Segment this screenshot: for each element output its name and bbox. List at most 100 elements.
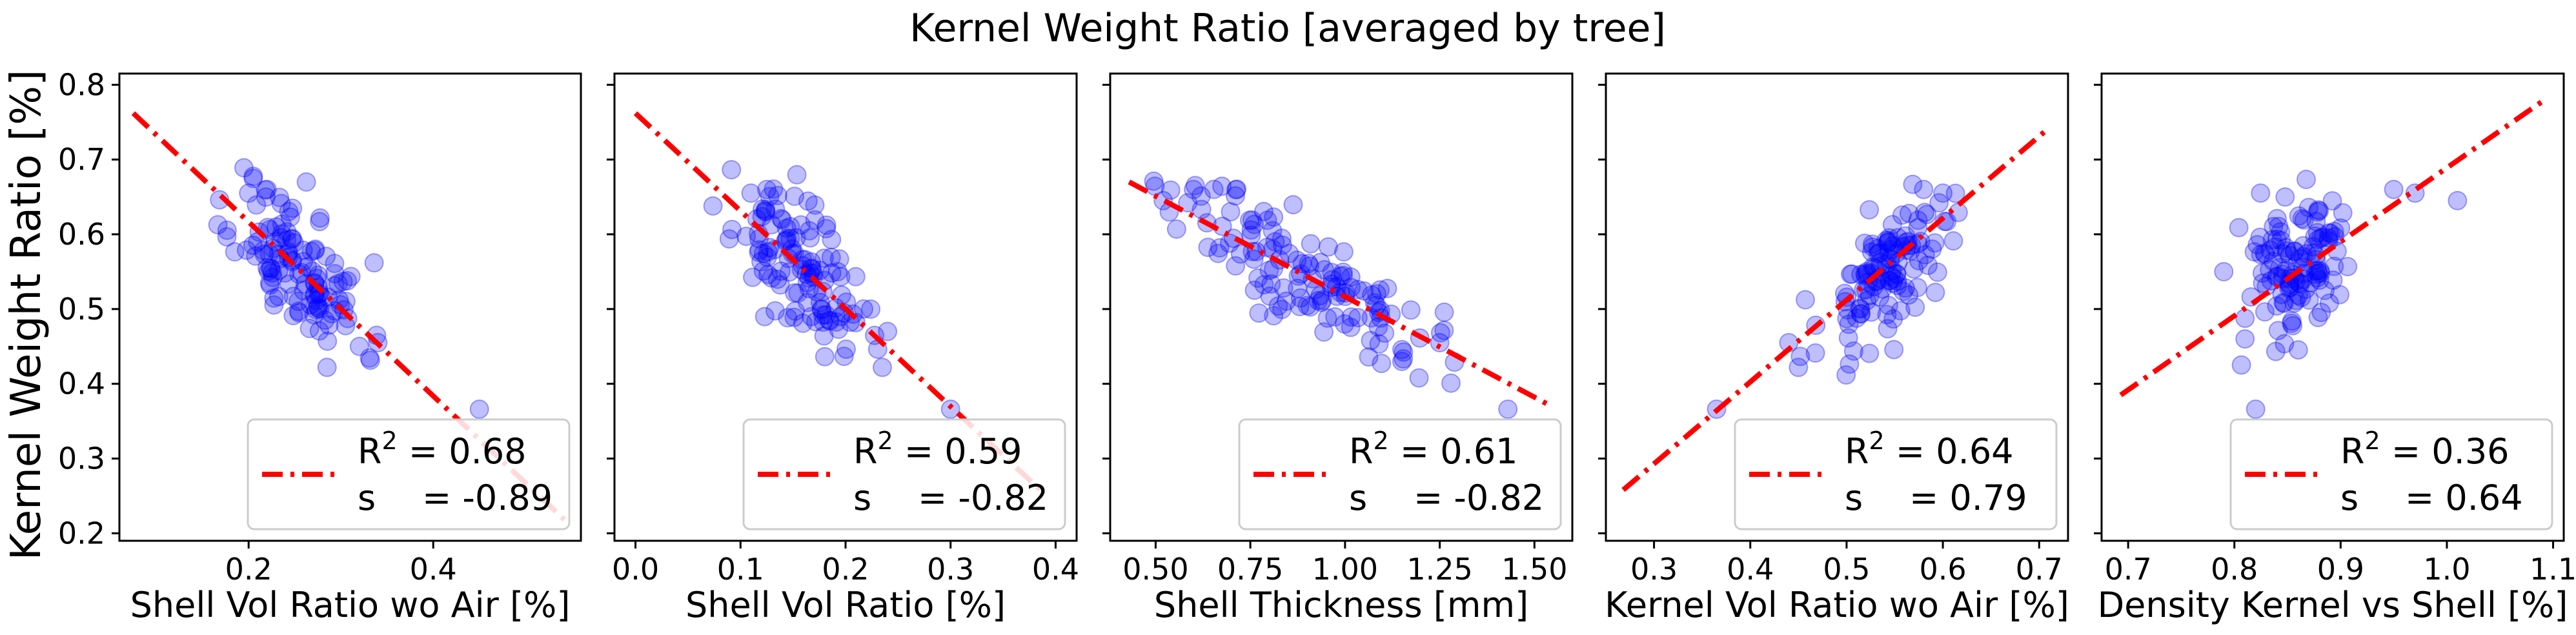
scatter-point [1272,299,1292,319]
scatter-point [282,228,302,248]
scatter-point [2306,265,2326,285]
scatter-point [1908,218,1928,237]
scatter-point [310,283,330,303]
scatter-point [1796,290,1815,310]
scatter-point [1878,319,1898,339]
scatter-point [1370,280,1390,300]
scatter-point [770,275,790,295]
scatter-point [260,258,280,278]
scatter-point [2325,227,2345,247]
scatter-point [1372,354,1392,374]
scatter-point [283,287,303,307]
scatter-point [1185,176,1205,196]
scatter-point [1248,268,1268,288]
scatter-point [1892,205,1912,225]
scatter-point [1361,330,1381,350]
scatter-point [1297,296,1317,316]
scatter-point [294,281,314,301]
x-axis-label: Shell Thickness [mm] [1154,585,1528,625]
scatter-point [2323,270,2343,290]
scatter-point [1299,254,1319,274]
scatter-point [1227,179,1247,199]
scatter-point [2289,206,2309,226]
scatter-point [779,262,799,282]
scatter-point [813,305,833,325]
scatter-point [247,195,267,215]
axes-frame [2100,72,2565,542]
scatter-point [758,242,778,262]
scatter-point [780,217,800,237]
scatter-point [743,267,762,287]
scatter-point [1805,343,1825,363]
axes-frame [1605,72,2069,542]
scatter-point [1277,291,1296,311]
scatter-point [2303,237,2323,257]
scatter-point [1221,202,1241,222]
x-axis-label: Kernel Vol Ratio wo Air [%] [1605,585,2069,625]
scatter-point [1868,239,1888,259]
scatter-point [1308,290,1328,310]
scatter-point [798,292,817,312]
scatter-point [816,305,836,325]
scatter-point [236,240,256,260]
legend: R2 = 0.36 s = 0.64 [2229,418,2553,530]
y-tick-label: 0.5 [58,292,105,327]
scatter-point [325,276,345,296]
scatter-point [802,307,821,327]
y-tick-label: 0.4 [58,367,105,401]
scatter-point [1354,281,1374,301]
scatter-point [1851,265,1871,285]
scatter-point [2283,316,2303,336]
scatter-point [1279,243,1299,263]
scatter-point [1868,244,1888,264]
scatter-point [2275,334,2295,354]
x-axis-label: Shell Vol Ratio wo Air [%] [130,585,571,625]
scatter-point [2284,241,2304,261]
scatter-point [2322,191,2342,211]
scatter-point [1430,323,1450,343]
scatter-point [1392,352,1412,371]
scatter-point [310,299,330,319]
scatter-point [777,228,797,248]
scatter-point [2251,245,2271,265]
scatter-point [2262,230,2282,250]
scatter-point [1144,171,1164,191]
scatter-point [1392,339,1412,359]
scatter-point [1223,228,1243,248]
scatter-point [1335,314,1355,334]
scatter-point [1860,200,1880,220]
scatter-point [755,307,775,327]
scatter-point [259,273,279,293]
scatter-point [364,253,384,273]
scatter-point [1837,308,1857,328]
scatter-point [1878,232,1898,252]
scatter-point [258,217,278,237]
scatter-point [2255,245,2275,265]
scatter-point [1790,347,1810,367]
scatter-point [310,212,330,232]
scatter-point [756,202,776,222]
scatter-point [1319,237,1338,257]
scatter-point [2319,293,2339,313]
scatter-point [1876,230,1896,250]
scatter-point [1210,238,1230,257]
scatter-point [757,179,776,199]
scatter-point [1836,365,1856,385]
scatter-point [2284,293,2304,313]
scatter-point [1273,278,1293,298]
scatter-point [1840,354,1860,374]
scatter-point [239,183,259,203]
y-tick-label: 0.7 [58,142,105,177]
scatter-point [2251,183,2271,203]
scatter-point [1861,242,1881,262]
scatter-point [1914,203,1934,223]
scatter-point [1254,275,1274,295]
scatter-point [821,247,841,267]
scatter-point [1317,308,1337,328]
scatter-point [2273,292,2293,312]
scatter-point [762,268,782,288]
scatter-point [1887,264,1907,284]
subplot-2: R2 = 0.59 s = -0.82 0.0 0.1 0.2 0.3 0.4 Shell Vo… [607,72,1079,625]
x-tick-label: 0.3 [1630,552,1678,587]
scatter-point [719,229,739,249]
